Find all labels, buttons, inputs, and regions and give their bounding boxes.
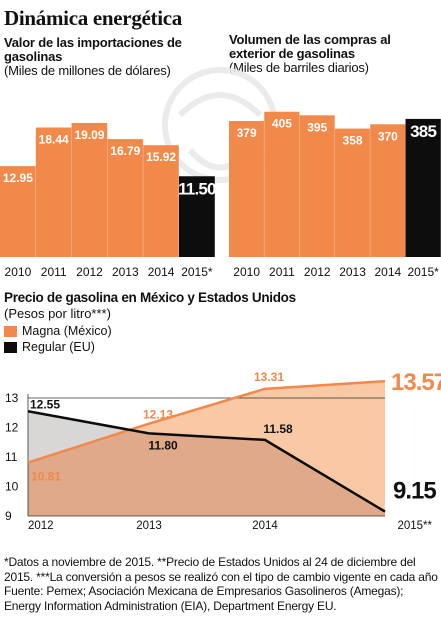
gap-area: [28, 411, 130, 463]
legend-label-magna: Magna (México): [22, 324, 112, 338]
bar: [71, 122, 108, 257]
bar-value-label: 19.09: [74, 128, 104, 142]
bar: [35, 127, 72, 257]
x-tick-label: 2012: [28, 520, 54, 532]
y-tick-label: 11: [5, 450, 18, 464]
x-tick-label: 2010: [233, 265, 260, 279]
footnote-notes: *Datos a noviembre de 2015. **Precio de …: [4, 555, 438, 584]
import-volume-bar-chart: 379 2010 405 2011 395 2012 358 2013 370 2014 385 20…: [229, 111, 441, 279]
x-tick-label: 2011: [269, 265, 295, 279]
bar: [107, 139, 144, 257]
bar: [229, 121, 265, 257]
x-tick-label: 2015*: [407, 265, 439, 279]
x-tick-label: 2013: [339, 265, 366, 279]
regular-data-label: 12.55: [30, 397, 60, 411]
overlap-area: [28, 429, 385, 516]
bar: [264, 111, 300, 257]
bar: [0, 166, 36, 257]
bar-value-label: 395: [307, 120, 327, 134]
bar: [179, 176, 215, 257]
y-tick-label: 13: [5, 391, 19, 405]
import-value-bar-chart: 12.95 2010 18.44 2011 19.09 2012 16.79 2013 15.9…: [0, 122, 217, 279]
bar-value-label: 16.79: [110, 144, 140, 158]
gasoline-price-line-chart: 13 12 11 10 9 2012 2013 2014 2015** 10.81 12.13 13.…: [5, 369, 441, 532]
bar-value-label: 385: [410, 122, 436, 141]
bar: [299, 115, 335, 257]
legend-item-magna: Magna (México): [4, 324, 112, 338]
bar: [405, 118, 441, 257]
bar-value-label: 405: [272, 117, 292, 131]
right-chart-title: Volumen de las compras al exterior de ga…: [229, 32, 391, 61]
right-chart-unit: (Miles de barriles diarios): [229, 60, 369, 75]
page-title: Dinámica energética: [4, 6, 182, 30]
footnote-source: Fuente: Pemex; Asociación Mexicana de Em…: [4, 584, 404, 613]
bar-value-label: 18.44: [39, 133, 69, 147]
regular-line: [27, 410, 386, 513]
regular-data-label: 11.80: [148, 438, 178, 452]
regular-data-label: 9.15: [393, 478, 436, 505]
line-chart-unit: (Pesos por litro***): [4, 306, 111, 321]
y-tick-label: 10: [5, 480, 19, 494]
bar: [334, 128, 371, 257]
left-chart-title: Valor de las importaciones de gasolinas: [4, 35, 182, 64]
magna-data-label: 13.31: [254, 370, 284, 384]
legend-swatch-regular: [4, 341, 17, 353]
line-chart-title: Precio de gasolina en México y Estados U…: [4, 290, 296, 305]
x-tick-label: 2014: [148, 265, 175, 279]
x-tick-label: 2013: [136, 520, 162, 532]
x-tick-label: 2015*: [181, 265, 213, 279]
regular-data-label: 11.58: [263, 422, 293, 436]
legend-item-regular: Regular (EU): [4, 340, 95, 354]
left-chart-unit: (Miles de millones de dólares): [4, 63, 171, 78]
bar-value-label: 11.50: [178, 179, 216, 198]
bar-value-label: 12.95: [3, 171, 33, 185]
y-tick-label: 12: [5, 421, 19, 435]
x-tick-label: 2012: [304, 265, 331, 279]
x-tick-label: 2014: [374, 265, 401, 279]
x-tick-label: 2010: [5, 265, 32, 279]
bar-value-label: 15.92: [146, 150, 176, 164]
bar: [143, 145, 179, 257]
magna-data-label: 10.81: [31, 470, 61, 484]
legend-swatch-magna: [4, 325, 17, 337]
x-tick-label: 2013: [112, 265, 139, 279]
footnote: *Datos a noviembre de 2015. **Precio de …: [4, 555, 438, 613]
x-tick-label: 2012: [76, 265, 103, 279]
magna-data-label: 13.57: [391, 369, 441, 396]
x-tick-label: 2014: [252, 520, 278, 532]
x-tick-label: 2015**: [397, 520, 432, 532]
bar-value-label: 358: [343, 134, 363, 148]
magna-line: [27, 379, 386, 464]
magna-data-label: 12.13: [143, 408, 173, 422]
y-tick-label: 9: [5, 509, 12, 523]
x-tick-label: 2011: [41, 265, 67, 279]
bar-value-label: 370: [378, 129, 398, 143]
legend-label-regular: Regular (EU): [22, 340, 95, 354]
bar: [370, 124, 406, 257]
bar-value-label: 379: [237, 126, 257, 140]
